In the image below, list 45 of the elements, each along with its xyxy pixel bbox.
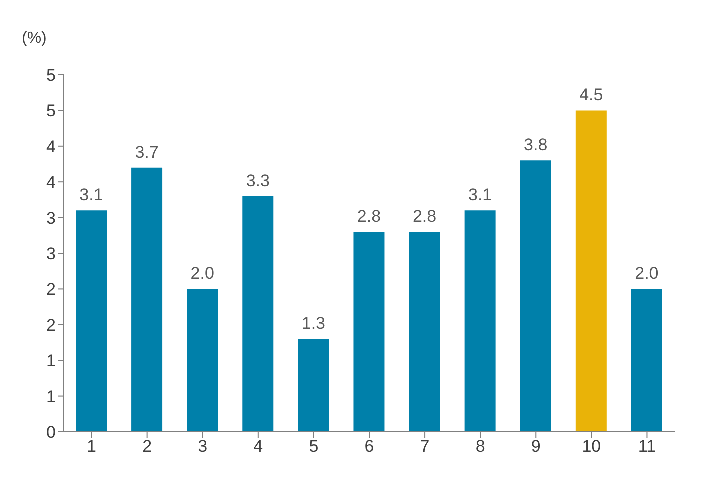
y-tick-label: 1 <box>46 352 56 371</box>
y-tick-label: 3 <box>46 208 56 228</box>
bar <box>298 339 330 432</box>
bar <box>76 210 107 432</box>
data-label: 3.8 <box>524 136 548 155</box>
y-tick-label: 1 <box>46 387 56 406</box>
x-tick-label: 9 <box>531 437 541 456</box>
y-tick-label: 2 <box>46 316 56 335</box>
bar <box>187 289 218 432</box>
x-tick-label: 3 <box>198 437 208 456</box>
x-tick-label: 10 <box>582 437 602 456</box>
data-label: 2.8 <box>412 207 437 226</box>
data-label: 4.5 <box>580 86 604 105</box>
bar <box>520 160 552 432</box>
bar <box>242 196 274 432</box>
data-label: 3.3 <box>246 171 270 190</box>
x-tick-label: 6 <box>364 437 374 456</box>
x-tick-label: 11 <box>638 437 656 456</box>
y-tick-label: 4 <box>46 173 56 192</box>
bar <box>631 289 662 432</box>
x-tick-label: 4 <box>254 437 264 456</box>
x-tick-label: 2 <box>142 437 152 456</box>
bar <box>354 232 385 432</box>
data-label: 2.8 <box>357 207 382 226</box>
y-tick-label: 5 <box>46 102 56 121</box>
data-label: 2.0 <box>635 264 659 284</box>
data-label: 1.3 <box>302 314 326 334</box>
y-tick-label: 2 <box>46 280 56 300</box>
x-tick-label: 8 <box>476 437 486 456</box>
bar <box>132 168 163 432</box>
y-axis-title: (%) <box>22 30 47 48</box>
data-label: 3.1 <box>80 186 104 205</box>
data-label: 3.7 <box>135 142 159 162</box>
data-label: 3.1 <box>468 186 492 205</box>
y-tick-label: 5 <box>46 66 56 86</box>
bar <box>576 110 607 432</box>
y-tick-label: 3 <box>46 244 56 264</box>
x-tick-label: 5 <box>309 437 319 456</box>
data-label: 2.0 <box>190 264 214 284</box>
x-tick-label: 7 <box>420 437 430 456</box>
y-tick-label: 4 <box>46 137 56 156</box>
bar <box>464 210 496 432</box>
y-tick-label: 0 <box>46 423 56 442</box>
x-tick-label: 1 <box>87 437 97 456</box>
bar <box>409 232 440 432</box>
